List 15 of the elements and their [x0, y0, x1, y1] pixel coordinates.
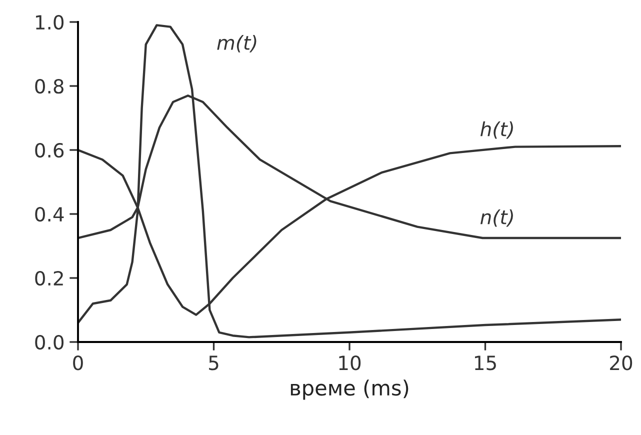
y-tick-label: 0.8 [35, 78, 64, 94]
x-tick-label: 5 [209, 356, 218, 370]
y-tick-label: 1.0 [36, 14, 64, 30]
series-label: m(t) [217, 35, 256, 52]
x-tick-label: 20 [610, 356, 632, 370]
y-tick-label: 0.6 [35, 142, 64, 158]
y-tick-label: 0.2 [35, 270, 63, 286]
series-label: h(t) [480, 121, 513, 139]
x-tick-label: 10 [339, 356, 361, 370]
y-tick-label: 0.4 [35, 206, 64, 222]
x-tick-label: 15 [475, 356, 496, 370]
y-tick-label: 0.0 [35, 334, 64, 350]
x-tick-label: 0 [73, 356, 83, 370]
series-label: n(t) [480, 209, 513, 227]
x-axis-title: време (ms) [290, 380, 408, 400]
